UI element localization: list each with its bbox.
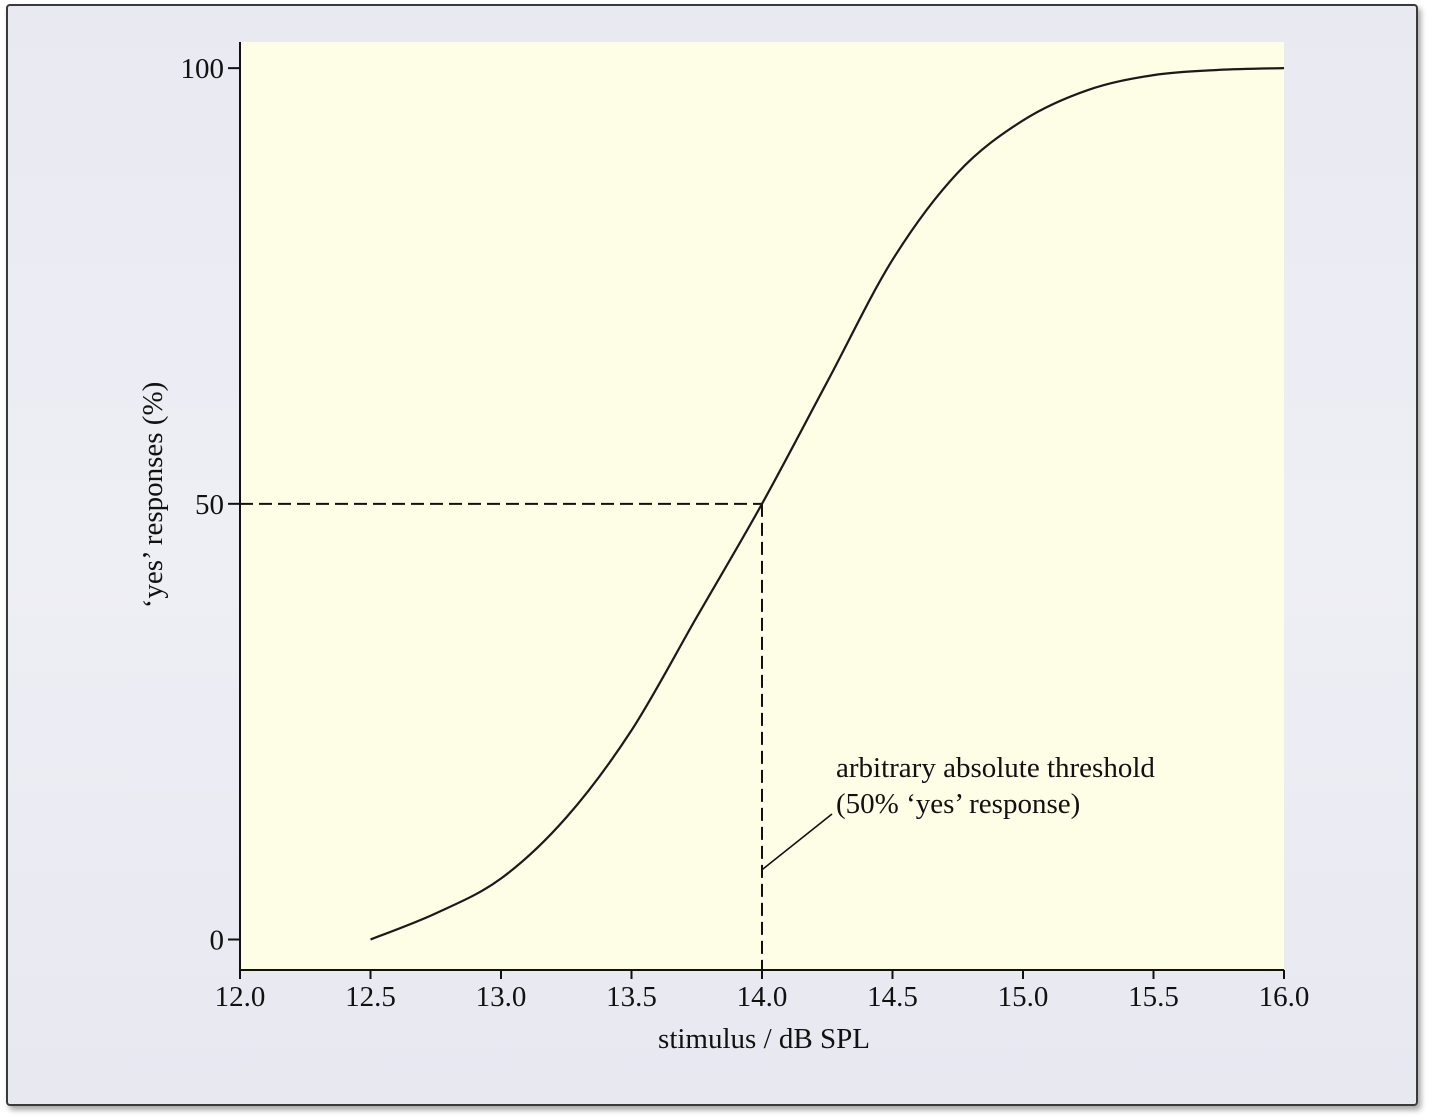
annotation-line-1: arbitrary absolute threshold xyxy=(836,752,1155,784)
x-tick-label: 15.5 xyxy=(1128,981,1179,1013)
x-tick-label: 13.0 xyxy=(476,981,527,1013)
x-tick-label: 15.0 xyxy=(998,981,1049,1013)
x-tick-label: 12.5 xyxy=(345,981,396,1013)
y-axis-ticks: 0 50 100 xyxy=(181,53,240,957)
x-axis-ticks: 12.0 12.5 13.0 13.5 14.0 14.5 15.0 15.5 16.0 xyxy=(215,970,1310,1013)
x-tick-label: 13.5 xyxy=(606,981,657,1013)
x-tick-label: 14.5 xyxy=(867,981,918,1013)
x-axis-title: stimulus / dB SPL xyxy=(658,1023,870,1055)
annotation-line-2: (50% ‘yes’ response) xyxy=(836,788,1080,820)
y-axis-title: ‘yes’ responses (%) xyxy=(137,382,169,609)
x-tick-label: 12.0 xyxy=(215,981,266,1013)
x-tick-label: 16.0 xyxy=(1259,981,1310,1013)
y-tick-label: 0 xyxy=(210,925,225,957)
psychometric-curve xyxy=(370,67,1285,941)
x-tick-label: 14.0 xyxy=(737,981,788,1013)
y-tick-label: 50 xyxy=(195,489,224,521)
annotation-leader-line xyxy=(761,813,833,871)
y-tick-label: 100 xyxy=(181,53,225,85)
